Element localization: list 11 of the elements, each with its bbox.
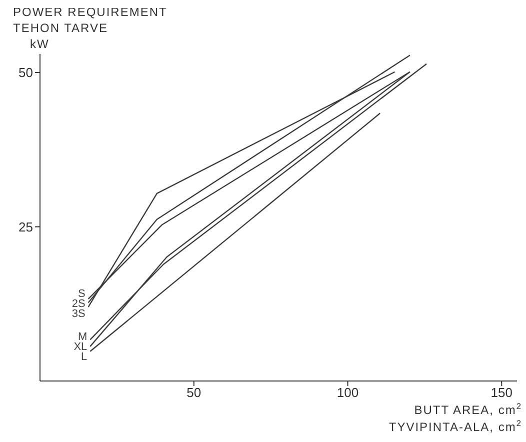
series-label: L <box>81 350 88 363</box>
y-tick-label: 25 <box>18 219 33 234</box>
series-label: 3S <box>72 308 86 320</box>
series-label: S <box>78 288 86 300</box>
x-tick-label: 150 <box>490 385 512 400</box>
x-tick-label: 50 <box>186 385 202 400</box>
series-label: XL <box>74 340 88 353</box>
series-label: 2S <box>72 298 86 310</box>
x-axis-title: BUTT AREA, cm$^{2}$ TYVIPINTA-ALA, cm$^{2}$ <box>388 401 522 434</box>
series-label: M <box>78 330 88 343</box>
x-tick-label: 100 <box>336 385 359 400</box>
